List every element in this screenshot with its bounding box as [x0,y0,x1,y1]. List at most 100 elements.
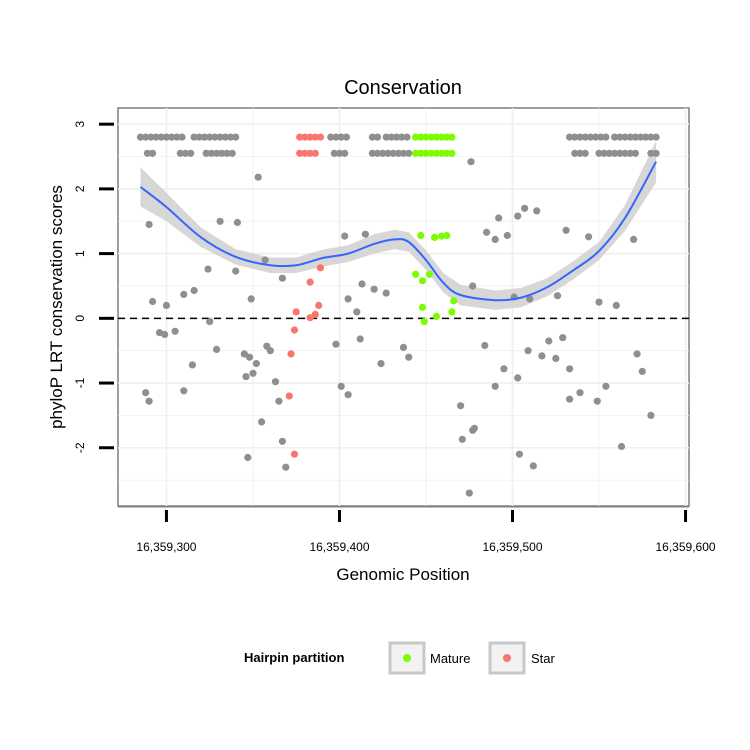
other-point [361,230,369,238]
other-point [562,226,570,234]
other-point [553,292,562,300]
other-point [382,289,390,297]
other-point [368,149,376,157]
mature-point [432,149,440,157]
other-point [467,158,475,166]
legend-title: Hairpin partition [244,650,344,665]
other-point [621,133,629,141]
confidence-ribbon [140,141,657,310]
other-point [405,149,413,157]
other-point [327,133,335,141]
other-point [491,235,499,243]
other-point [526,295,534,303]
other-point [592,133,600,141]
other-point [631,149,640,157]
other-point [394,149,402,157]
other-point [190,286,198,295]
other-point [187,149,195,157]
other-point [600,149,608,157]
star-point [285,392,293,400]
star-point [311,310,319,318]
other-point [399,343,408,351]
other-point [176,149,184,157]
star-point [306,133,314,141]
mature-point [417,133,425,141]
other-point [495,214,503,222]
other-point [533,207,541,215]
mature-point [427,133,435,141]
other-point [595,298,603,306]
mature-point [427,149,435,157]
other-point [149,297,157,306]
other-point [631,133,640,141]
star-point [311,149,319,157]
other-point [252,360,260,368]
other-point [278,437,286,445]
other-point [344,295,352,303]
other-point [377,360,385,368]
x-axis: 16,359,300 16,359,400 16,359,500 16,359,600 [118,506,716,554]
other-point [206,133,214,141]
other-point [393,133,401,141]
star-point [306,278,314,286]
other-point [500,365,508,373]
star-point [301,133,309,141]
other-point [581,149,589,157]
other-point [143,149,151,157]
other-point [207,149,215,157]
other-point [370,285,378,293]
other-point [218,149,226,157]
other-point [341,232,349,240]
other-point [593,397,601,405]
other-point [605,149,614,157]
other-point [190,133,198,141]
other-point [398,133,406,141]
other-point [232,267,240,275]
other-point [368,133,376,141]
other-point [206,318,214,326]
other-point [571,149,579,157]
other-point [602,382,610,390]
other-point [552,354,560,362]
other-point [242,373,250,381]
other-point [652,149,660,157]
mature-point [438,133,446,141]
other-point [240,350,248,358]
other-point [204,265,212,273]
mature-point [422,149,430,157]
other-point [171,327,179,335]
mature-point [438,232,446,240]
other-point [529,462,537,470]
y-tick-label: 0 [73,315,87,322]
other-point [515,450,524,458]
other-point [245,353,254,361]
other-point [647,411,655,419]
mature-point [417,149,425,157]
other-point [469,282,477,290]
other-point [581,133,589,141]
other-point [566,133,574,141]
y-tick-label: -1 [73,377,87,388]
other-point [524,347,532,355]
other-point [330,149,338,157]
other-point [261,256,269,264]
other-point [161,330,169,339]
other-point [545,337,553,345]
other-point [611,149,619,157]
other-point [626,149,634,157]
other-point [616,133,624,141]
other-point [602,133,610,141]
star-point [290,450,299,458]
mature-point [448,149,456,157]
other-point [566,395,574,403]
mature-point [443,133,451,141]
star-point [306,314,314,322]
other-point [576,133,584,141]
mature-point [432,312,440,320]
star-point [301,149,309,157]
x-axis-title: Genomic Position [336,565,469,584]
other-point [149,149,157,157]
smooth-trend-line [139,161,657,302]
star-point [315,301,323,309]
